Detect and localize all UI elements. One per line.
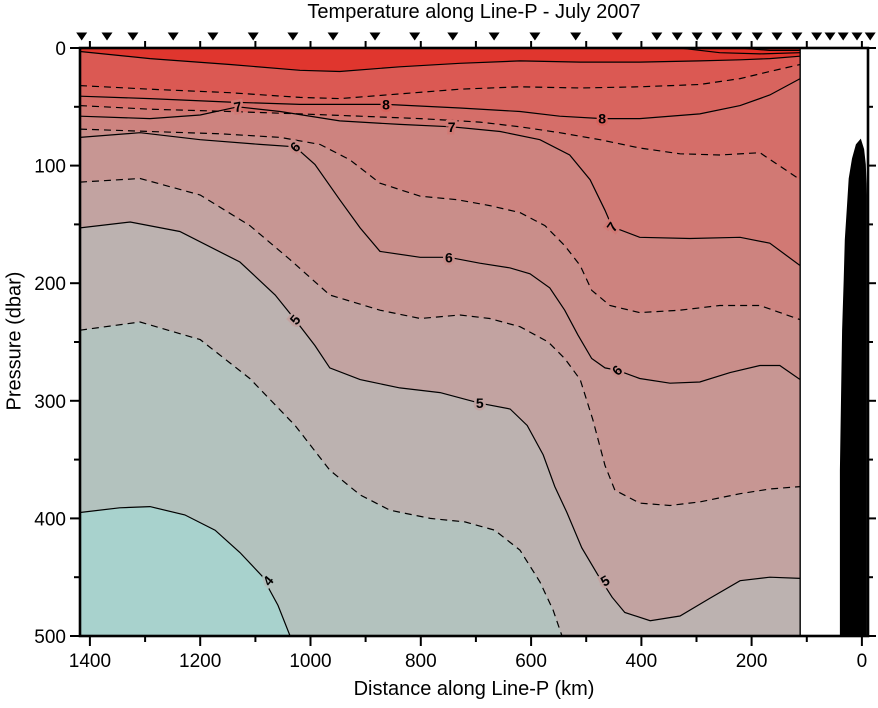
contour-line-9 (80, 50, 801, 73)
station-marker-triangle (824, 32, 836, 41)
contour-line-8 (80, 78, 801, 120)
station-marker-triangle (671, 32, 683, 41)
station-marker-triangle (167, 32, 179, 41)
contour-label: 7 (448, 119, 456, 135)
station-marker-triangle (207, 32, 219, 41)
y-tick-label: 500 (34, 627, 66, 648)
station-markers (76, 32, 876, 41)
contour-lines (80, 48, 801, 636)
contour-line-8.5 (80, 63, 801, 100)
band-above-9 (80, 48, 801, 72)
station-marker-triangle (751, 32, 763, 41)
station-marker-triangle (691, 32, 703, 41)
station-marker-triangle (287, 32, 299, 41)
y-tick-label: 300 (34, 392, 66, 413)
y-tick-label: 0 (55, 39, 66, 60)
tick-labels: 1400 1200 1000 800 600 400 200 0 0 100 200 300 400 50… (34, 39, 867, 672)
x-tick-label: 200 (736, 651, 768, 672)
contour-line-10 (679, 48, 801, 55)
chart-title: Temperature along Line-P - July 2007 (307, 1, 641, 23)
contour-line-7.5 (80, 105, 801, 181)
contour-line-6.5 (80, 128, 801, 321)
contour-label: 5 (476, 395, 484, 411)
station-marker-triangle (529, 32, 541, 41)
station-marker-triangle (488, 32, 500, 41)
station-marker-triangle (409, 32, 421, 41)
x-tick-label: 600 (515, 651, 547, 672)
y-tick-label: 100 (34, 157, 66, 178)
contour-bands (80, 48, 801, 636)
station-marker-triangle (811, 32, 823, 41)
station-marker-triangle (711, 32, 723, 41)
x-tick-label: 1000 (289, 651, 331, 672)
contour-line-5.5 (80, 177, 801, 507)
x-tick-label: 1200 (179, 651, 221, 672)
station-marker-triangle (101, 32, 113, 41)
contour-line-4 (80, 505, 291, 636)
bathymetry-shape (839, 138, 867, 636)
contour-line-6 (80, 132, 801, 384)
station-marker-triangle (651, 32, 663, 41)
station-marker-triangle (327, 32, 339, 41)
station-marker-triangle (851, 32, 863, 41)
station-marker-triangle (369, 32, 381, 41)
x-axis-label: Distance along Line-P (km) (353, 678, 595, 700)
y-axis-label: Pressure (dbar) (3, 271, 26, 411)
contour-label: 8 (598, 111, 606, 127)
x-tick-label: 0 (857, 651, 868, 672)
station-marker-triangle (127, 32, 139, 41)
contour-line-4.5 (80, 321, 563, 636)
station-marker-triangle (864, 32, 876, 41)
x-tick-label: 800 (405, 651, 437, 672)
x-tick-label: 400 (626, 651, 658, 672)
station-marker-triangle (76, 32, 88, 41)
contour-line-7 (80, 106, 801, 267)
axis-ticks (70, 41, 876, 646)
station-marker-triangle (247, 32, 259, 41)
station-marker-triangle (837, 32, 849, 41)
station-marker-triangle (771, 32, 783, 41)
contour-label: 8 (382, 96, 390, 112)
station-marker-triangle (447, 32, 459, 41)
contour-label: 6 (445, 249, 453, 265)
station-marker-triangle (731, 32, 743, 41)
station-marker-triangle (570, 32, 582, 41)
contour-line-5 (80, 221, 801, 622)
y-tick-label: 200 (34, 274, 66, 295)
y-tick-label: 400 (34, 509, 66, 530)
station-marker-triangle (611, 32, 623, 41)
x-tick-label: 1400 (69, 651, 111, 672)
station-marker-triangle (791, 32, 803, 41)
